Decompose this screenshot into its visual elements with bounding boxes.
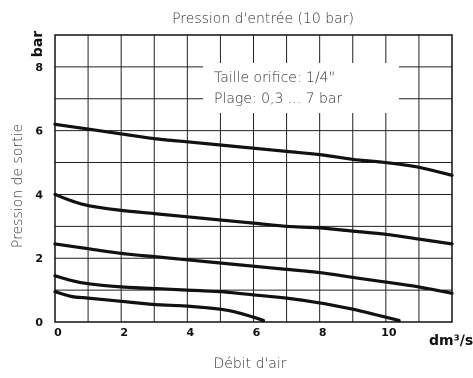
chart-title: Pression d'entrée (10 bar) xyxy=(172,11,354,27)
axis-layer: 0 2 4 6 8 10 0 2 4 6 8 xyxy=(35,34,453,339)
x-tick-label: 2 xyxy=(120,326,128,339)
plot-frame xyxy=(54,34,453,323)
y-axis-label: Pression de sortie xyxy=(10,124,26,248)
y-tick-label: 6 xyxy=(35,125,43,138)
annotation-box xyxy=(203,63,399,113)
x-tick-label: 0 xyxy=(54,326,62,339)
y-tick-label: 0 xyxy=(35,316,43,329)
annotation-line-2: Plage: 0,3 ... 7 bar xyxy=(214,91,342,107)
y-tick-label: 2 xyxy=(35,252,43,265)
x-tick-label: 8 xyxy=(319,326,327,339)
y-tick-label: 8 xyxy=(35,61,43,74)
y-tick-label: 4 xyxy=(35,188,43,201)
x-unit-label: dm³/s xyxy=(429,333,473,349)
series-line-1 xyxy=(53,122,454,177)
series-line-2 xyxy=(53,192,454,246)
series-layer xyxy=(53,122,454,322)
annotation-line-1: Taille orifice: 1/4" xyxy=(214,70,335,86)
series-line-5 xyxy=(53,290,265,322)
x-tick-label: 6 xyxy=(253,326,261,339)
y-unit-label: bar xyxy=(30,31,46,57)
series-line-4 xyxy=(53,274,401,322)
x-axis-label: Débit d'air xyxy=(213,356,286,372)
x-tick-label: 10 xyxy=(381,326,397,339)
series-line-3 xyxy=(53,242,454,295)
x-tick-label: 4 xyxy=(187,326,195,339)
